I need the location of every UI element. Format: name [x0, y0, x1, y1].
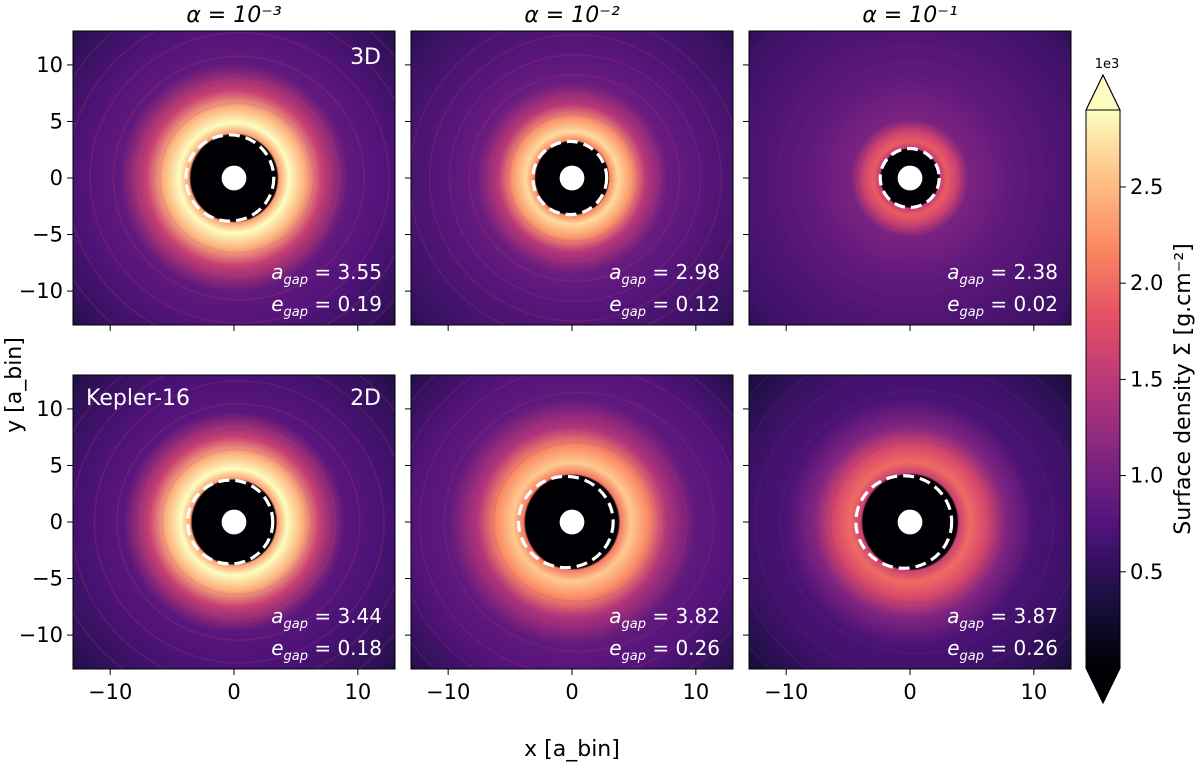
- colorbar-tick-label: 1.5: [1130, 367, 1163, 391]
- central-hole: [897, 165, 923, 191]
- density-ring: [93, 380, 385, 664]
- density-ring: [793, 61, 1028, 295]
- density-ring: [468, 416, 688, 628]
- density-ring: [159, 102, 315, 254]
- density-ring: [841, 109, 979, 247]
- density-ring: [804, 415, 1027, 629]
- density-map-panel: agap = 3.82 egap = 0.26: [411, 375, 733, 669]
- density-map-panel: agap = 3.87 egap = 0.26: [749, 375, 1071, 669]
- density-ring: [89, 32, 390, 324]
- x-tick-label: −10: [426, 680, 470, 704]
- central-hole: [221, 165, 247, 191]
- central-hole: [897, 509, 923, 535]
- gap-ellipse: [185, 478, 275, 566]
- density-ring: [443, 391, 715, 653]
- x-tick-label: 10: [682, 680, 709, 704]
- a-gap-annotation: agap = 2.98: [609, 260, 720, 288]
- density-ring: [112, 55, 365, 301]
- density-ring: [488, 93, 660, 263]
- central-hole: [559, 165, 585, 191]
- colorbar-tick-label: 2.0: [1130, 271, 1163, 295]
- e-gap-annotation: egap = 0.19: [271, 292, 382, 320]
- y-tick-label: −10: [19, 279, 63, 303]
- x-axis-label: x [a_bin]: [524, 737, 620, 762]
- row-label-3d: 3D: [350, 45, 381, 70]
- density-ring: [468, 73, 681, 283]
- density-ring: [809, 77, 1012, 279]
- column-title: α = 10⁻¹: [862, 3, 957, 28]
- y-tick-label: 0: [50, 510, 63, 534]
- density-ring: [492, 441, 660, 603]
- y-tick-label: 10: [36, 397, 63, 421]
- density-ring: [116, 403, 361, 641]
- density-ring: [428, 34, 723, 322]
- density-ring: [161, 448, 312, 596]
- y-tick-label: −5: [32, 567, 63, 591]
- density-ring: [418, 375, 733, 669]
- density-ring: [508, 113, 639, 243]
- y-tick-label: 0: [50, 166, 63, 190]
- x-tick-label: 0: [227, 680, 240, 704]
- density-ring: [777, 45, 1044, 311]
- colorbar-tick-label: 2.5: [1130, 175, 1163, 199]
- e-gap-annotation: egap = 0.18: [271, 636, 382, 664]
- e-gap-annotation: egap = 0.02: [947, 292, 1058, 320]
- x-tick-label: −10: [88, 680, 132, 704]
- y-tick-label: 5: [50, 109, 63, 133]
- e-gap-annotation: egap = 0.12: [609, 292, 720, 320]
- gap-ellipse: [878, 146, 941, 210]
- colorbar-tick-label: 0.5: [1130, 560, 1163, 584]
- x-tick-label: 10: [344, 680, 371, 704]
- a-gap-annotation: agap = 3.44: [271, 604, 382, 632]
- x-tick-label: 10: [1020, 680, 1047, 704]
- density-ring: [825, 93, 996, 263]
- colorbar-label: Surface density Σ [g.cm⁻²]: [1171, 243, 1196, 534]
- row-label-2d: 2D: [350, 386, 381, 411]
- central-hole: [221, 509, 247, 535]
- central-hole: [559, 509, 585, 535]
- density-map-panel: agap = 2.38 egap = 0.02: [749, 31, 1071, 325]
- x-tick-label: −10: [764, 680, 808, 704]
- density-ring: [135, 79, 340, 277]
- y-tick-label: −10: [19, 623, 63, 647]
- density-ring: [857, 125, 963, 231]
- colorbar-extend-max: [1085, 73, 1121, 111]
- column-title: α = 10⁻³: [186, 3, 282, 28]
- a-gap-annotation: agap = 3.82: [609, 604, 720, 632]
- density-ring: [779, 389, 1055, 655]
- a-gap-annotation: agap = 3.87: [947, 604, 1058, 632]
- colorbar-extend-min: [1085, 667, 1121, 705]
- y-tick-label: −5: [32, 223, 63, 247]
- y-tick-label: 5: [50, 453, 63, 477]
- gap-ellipse: [516, 474, 615, 570]
- density-ring: [448, 54, 702, 302]
- column-title: α = 10⁻²: [524, 3, 620, 28]
- gap-ellipse: [854, 474, 954, 570]
- e-gap-annotation: egap = 0.26: [609, 636, 720, 664]
- colorbar: [1086, 110, 1120, 668]
- density-ring: [829, 440, 999, 604]
- e-gap-annotation: egap = 0.26: [947, 636, 1058, 664]
- a-gap-annotation: agap = 2.38: [947, 260, 1058, 288]
- y-tick-label: 10: [36, 53, 63, 77]
- colorbar-scale-text: 1e3: [1095, 57, 1120, 72]
- density-map-panel: agap = 2.98 egap = 0.12: [411, 31, 733, 325]
- gap-ellipse: [531, 139, 609, 217]
- density-map-panel: agap = 3.55 egap = 0.19: [73, 31, 395, 325]
- density-ring: [138, 425, 337, 619]
- colorbar-tick-label: 1.0: [1130, 464, 1163, 488]
- colorbar-outline: [1085, 73, 1121, 705]
- x-tick-label: 0: [903, 680, 916, 704]
- density-map-panel: agap = 3.44 egap = 0.18: [73, 375, 395, 669]
- system-label: Kepler-16: [86, 386, 190, 411]
- gap-ellipse: [184, 133, 276, 223]
- x-tick-label: 0: [565, 680, 578, 704]
- density-ring: [754, 375, 1071, 669]
- y-axis-label: y [a_bin]: [2, 337, 27, 433]
- a-gap-annotation: agap = 3.55: [271, 260, 382, 288]
